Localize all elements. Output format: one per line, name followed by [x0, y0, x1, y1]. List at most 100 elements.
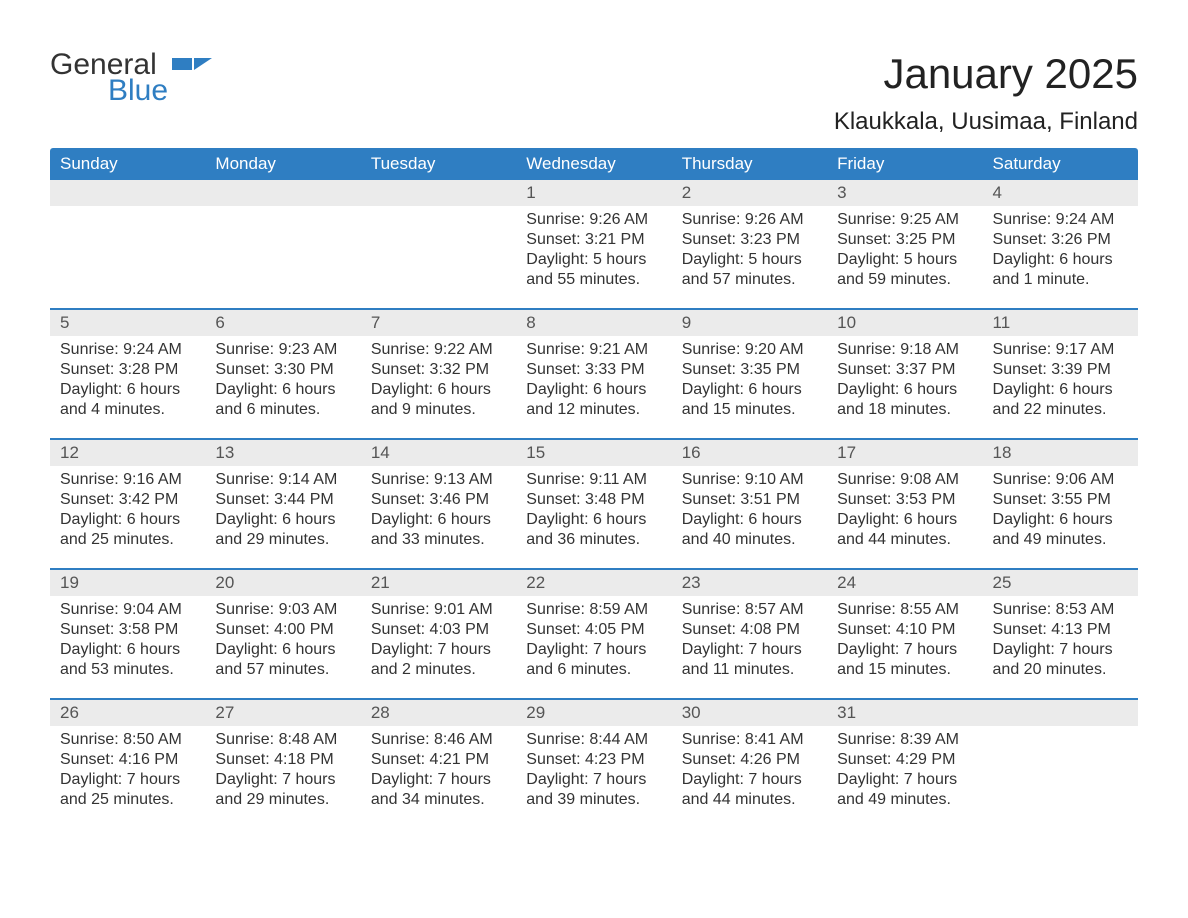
weekday-header-row: Sunday Monday Tuesday Wednesday Thursday… — [50, 148, 1138, 180]
day-sunset: Sunset: 4:21 PM — [371, 750, 510, 770]
day-sunrise: Sunrise: 9:26 AM — [526, 210, 665, 230]
day-sunset: Sunset: 3:33 PM — [526, 360, 665, 380]
calendar-week: 262728293031Sunrise: 8:50 AMSunset: 4:16… — [50, 698, 1138, 828]
day-daylight2: and 49 minutes. — [837, 790, 976, 810]
day-sunset: Sunset: 3:32 PM — [371, 360, 510, 380]
weeks-container: 1234Sunrise: 9:26 AMSunset: 3:21 PMDayli… — [50, 180, 1138, 828]
location-text: Klaukkala, Uusimaa, Finland — [834, 108, 1138, 136]
day-sunset: Sunset: 3:58 PM — [60, 620, 199, 640]
day-sunset: Sunset: 3:39 PM — [993, 360, 1132, 380]
day-sunset: Sunset: 4:16 PM — [60, 750, 199, 770]
day-cell: Sunrise: 9:10 AMSunset: 3:51 PMDaylight:… — [672, 466, 827, 568]
day-daylight2: and 22 minutes. — [993, 400, 1132, 420]
day-daylight1: Daylight: 6 hours — [215, 510, 354, 530]
day-sunrise: Sunrise: 9:18 AM — [837, 340, 976, 360]
day-daylight1: Daylight: 7 hours — [682, 640, 821, 660]
day-daylight2: and 59 minutes. — [837, 270, 976, 290]
day-daylight1: Daylight: 7 hours — [837, 640, 976, 660]
day-cell: Sunrise: 9:17 AMSunset: 3:39 PMDaylight:… — [983, 336, 1138, 438]
day-number: 16 — [672, 440, 827, 466]
day-daylight1: Daylight: 6 hours — [837, 510, 976, 530]
day-cell: Sunrise: 9:11 AMSunset: 3:48 PMDaylight:… — [516, 466, 671, 568]
day-daylight2: and 18 minutes. — [837, 400, 976, 420]
day-daylight2: and 12 minutes. — [526, 400, 665, 420]
day-sunrise: Sunrise: 9:21 AM — [526, 340, 665, 360]
day-body-row: Sunrise: 8:50 AMSunset: 4:16 PM Daylight:… — [50, 726, 1138, 828]
weekday-header: Sunday — [50, 148, 205, 180]
day-sunrise: Sunrise: 8:44 AM — [526, 730, 665, 750]
day-sunrise: Sunrise: 9:03 AM — [215, 600, 354, 620]
day-sunrise: Sunrise: 9:20 AM — [682, 340, 821, 360]
day-daylight1: Daylight: 7 hours — [526, 770, 665, 790]
day-number: 20 — [205, 570, 360, 596]
day-body-row: Sunrise: 9:26 AMSunset: 3:21 PMDaylight:… — [50, 206, 1138, 308]
day-daylight2: and 1 minute. — [993, 270, 1132, 290]
day-sunset: Sunset: 4:26 PM — [682, 750, 821, 770]
day-daylight2: and 39 minutes. — [526, 790, 665, 810]
title-block: January 2025 Klaukkala, Uusimaa, Finland — [834, 50, 1138, 136]
day-daylight1: Daylight: 6 hours — [526, 380, 665, 400]
day-sunrise: Sunrise: 8:50 AM — [60, 730, 199, 750]
day-sunrise: Sunrise: 9:14 AM — [215, 470, 354, 490]
day-sunrise: Sunrise: 9:26 AM — [682, 210, 821, 230]
day-sunset: Sunset: 3:48 PM — [526, 490, 665, 510]
day-cell: Sunrise: 9:08 AMSunset: 3:53 PMDaylight:… — [827, 466, 982, 568]
day-sunset: Sunset: 3:37 PM — [837, 360, 976, 380]
day-sunset: Sunset: 3:51 PM — [682, 490, 821, 510]
logo: General Blue — [50, 50, 212, 106]
day-number: 2 — [672, 180, 827, 206]
day-number: 6 — [205, 310, 360, 336]
day-daylight1: Daylight: 6 hours — [682, 380, 821, 400]
day-number: 15 — [516, 440, 671, 466]
calendar-week: 12131415161718Sunrise: 9:16 AMSunset: 3:… — [50, 438, 1138, 568]
day-sunrise: Sunrise: 9:23 AM — [215, 340, 354, 360]
day-cell: Sunrise: 8:44 AMSunset: 4:23 PMDaylight:… — [516, 726, 671, 828]
day-daylight2: and 33 minutes. — [371, 530, 510, 550]
calendar-week: 567891011Sunrise: 9:24 AMSunset: 3:28 PM… — [50, 308, 1138, 438]
day-cell: Sunrise: 9:24 AMSunset: 3:28 PMDaylight:… — [50, 336, 205, 438]
day-cell: Sunrise: 9:01 AMSunset: 4:03 PMDaylight:… — [361, 596, 516, 698]
logo-text: General Blue — [50, 50, 168, 106]
day-cell: Sunrise: 8:39 AMSunset: 4:29 PMDaylight:… — [827, 726, 982, 828]
day-sunrise: Sunrise: 8:53 AM — [993, 600, 1132, 620]
day-daylight1: Daylight: 6 hours — [837, 380, 976, 400]
day-daylight1: Daylight: 6 hours — [993, 380, 1132, 400]
day-daylight2: and 44 minutes. — [837, 530, 976, 550]
day-sunset: Sunset: 3:53 PM — [837, 490, 976, 510]
day-daylight2: and 53 minutes. — [60, 660, 199, 680]
day-number: 31 — [827, 700, 982, 726]
day-sunrise: Sunrise: 8:55 AM — [837, 600, 976, 620]
day-cell: Sunrise: 9:22 AMSunset: 3:32 PMDaylight:… — [361, 336, 516, 438]
day-daylight2: and 25 minutes. — [60, 790, 199, 810]
day-daylight1: Daylight: 5 hours — [682, 250, 821, 270]
day-daylight2: and 40 minutes. — [682, 530, 821, 550]
day-number: 29 — [516, 700, 671, 726]
day-sunset: Sunset: 4:00 PM — [215, 620, 354, 640]
day-sunset: Sunset: 4:29 PM — [837, 750, 976, 770]
day-cell: Sunrise: 9:25 AMSunset: 3:25 PMDaylight:… — [827, 206, 982, 308]
day-daylight2: and 11 minutes. — [682, 660, 821, 680]
day-number: 3 — [827, 180, 982, 206]
day-number — [983, 700, 1138, 726]
day-cell: Sunrise: 9:16 AMSunset: 3:42 PMDaylight:… — [50, 466, 205, 568]
day-cell: Sunrise: 8:41 AMSunset: 4:26 PMDaylight:… — [672, 726, 827, 828]
day-daylight1: Daylight: 6 hours — [371, 510, 510, 530]
day-number-row: 12131415161718 — [50, 440, 1138, 466]
day-daylight2: and 34 minutes. — [371, 790, 510, 810]
day-number: 7 — [361, 310, 516, 336]
day-number-row: 19202122232425 — [50, 570, 1138, 596]
day-number: 4 — [983, 180, 1138, 206]
day-daylight1: Daylight: 5 hours — [837, 250, 976, 270]
day-cell: Sunrise: 9:21 AMSunset: 3:33 PMDaylight:… — [516, 336, 671, 438]
day-number: 1 — [516, 180, 671, 206]
day-daylight2: and 4 minutes. — [60, 400, 199, 420]
day-daylight2: and 15 minutes. — [682, 400, 821, 420]
day-sunrise: Sunrise: 9:24 AM — [993, 210, 1132, 230]
day-daylight1: Daylight: 6 hours — [60, 380, 199, 400]
calendar-grid: Sunday Monday Tuesday Wednesday Thursday… — [50, 148, 1138, 828]
day-cell — [50, 206, 205, 308]
day-number-row: 567891011 — [50, 310, 1138, 336]
day-sunset: Sunset: 4:13 PM — [993, 620, 1132, 640]
day-daylight1: Daylight: 7 hours — [526, 640, 665, 660]
day-daylight2: and 49 minutes. — [993, 530, 1132, 550]
